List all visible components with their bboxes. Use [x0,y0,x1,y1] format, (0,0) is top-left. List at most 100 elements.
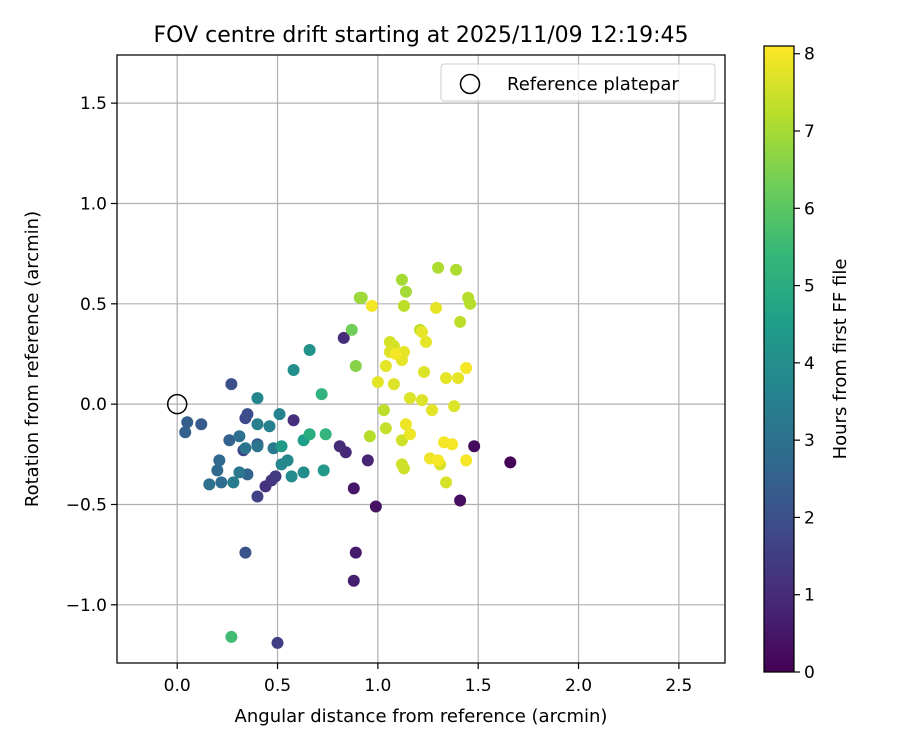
colorbar-label: Hours from first FF file [830,259,851,460]
data-point [317,464,330,477]
x-axis-ticks: 0.0 0.5 1.0 1.5 2.0 2.5 [164,663,692,696]
colorbar-tick-label: 1 [804,586,815,606]
data-point [426,404,439,417]
data-point [416,394,429,407]
y-tick-label: 0.5 [80,295,107,315]
data-point [241,408,254,421]
y-tick-label: −0.5 [66,495,107,515]
data-point [233,466,246,479]
data-point [213,454,226,467]
legend-label: Reference platepar [507,74,679,95]
chart-title: FOV centre drift starting at 2025/11/09 … [154,23,689,48]
colorbar-tick-label: 3 [804,431,815,451]
data-point [345,323,358,336]
colorbar-tick-label: 2 [804,508,815,528]
data-point [297,466,310,479]
data-point [181,416,194,429]
data-point [349,546,362,559]
data-point [251,418,264,431]
data-point [281,454,294,467]
data-point [233,430,246,443]
data-point [215,476,228,489]
data-point [285,470,298,483]
data-point [377,404,390,417]
data-point [337,331,350,344]
colorbar-ticks: 0 1 2 3 4 5 6 7 8 [794,45,815,683]
colorbar-tick-label: 6 [804,199,815,219]
x-tick-label: 0.0 [164,676,191,696]
y-axis-ticks: −1.0 −0.5 0.0 0.5 1.0 1.5 [66,94,117,616]
data-point [365,299,378,312]
data-point [399,285,412,298]
data-point [239,442,252,455]
x-axis-label: Angular distance from reference (arcmin) [235,706,608,727]
data-point [430,301,443,314]
data-point [225,378,238,391]
data-point [403,428,416,441]
x-tick-label: 2.5 [665,676,692,696]
data-point [371,376,384,389]
data-point [432,261,445,274]
data-point [446,438,459,451]
y-axis-label: Rotation from reference (arcmin) [22,211,43,507]
data-point [287,364,300,377]
plot-frame [116,54,726,664]
data-point [397,462,410,475]
data-point [397,299,410,312]
data-point [452,372,465,385]
data-point [361,454,374,467]
grid [117,55,725,663]
data-point [450,263,463,276]
data-point [379,360,392,373]
data-point [448,400,461,413]
data-point [251,440,264,453]
data-point [239,546,252,559]
data-point [454,315,467,328]
colorbar: 0 1 2 3 4 5 6 7 8 Hours from first FF file [763,45,851,683]
colorbar-gradient [763,45,795,673]
data-point [440,372,453,385]
data-point [287,414,300,427]
data-point [347,482,360,495]
data-point [195,418,208,431]
y-tick-label: 1.0 [80,194,107,214]
data-point [468,440,481,453]
data-point [464,297,477,310]
data-point [395,273,408,286]
y-tick-label: 0.0 [80,395,107,415]
data-point [273,408,286,421]
data-point [403,392,416,405]
data-point [369,500,382,513]
data-point [418,366,431,379]
colorbar-tick-label: 4 [804,354,815,374]
data-point [333,440,346,453]
data-point [363,430,376,443]
data-point [315,388,328,401]
data-point [454,494,467,507]
y-tick-label: −1.0 [66,596,107,616]
x-tick-label: 1.5 [465,676,492,696]
data-point [379,422,392,435]
colorbar-tick-label: 0 [804,663,815,683]
data-point [440,476,453,489]
data-point [269,470,282,483]
data-point [211,464,224,477]
legend-box [440,63,716,102]
data-point [399,418,412,431]
reference-platepar-marker [166,393,188,415]
y-tick-label: 1.5 [80,94,107,114]
data-point [460,454,473,467]
data-point [179,426,192,439]
data-point [387,378,400,391]
x-tick-label: 0.5 [264,676,291,696]
x-tick-label: 1.0 [364,676,391,696]
legend-marker-icon [459,73,481,95]
data-point [355,291,368,304]
data-point [271,636,284,649]
x-tick-label: 2.0 [565,676,592,696]
data-point [303,428,316,441]
colorbar-tick-label: 5 [804,277,815,297]
data-point [416,325,429,338]
data-point [347,574,360,587]
